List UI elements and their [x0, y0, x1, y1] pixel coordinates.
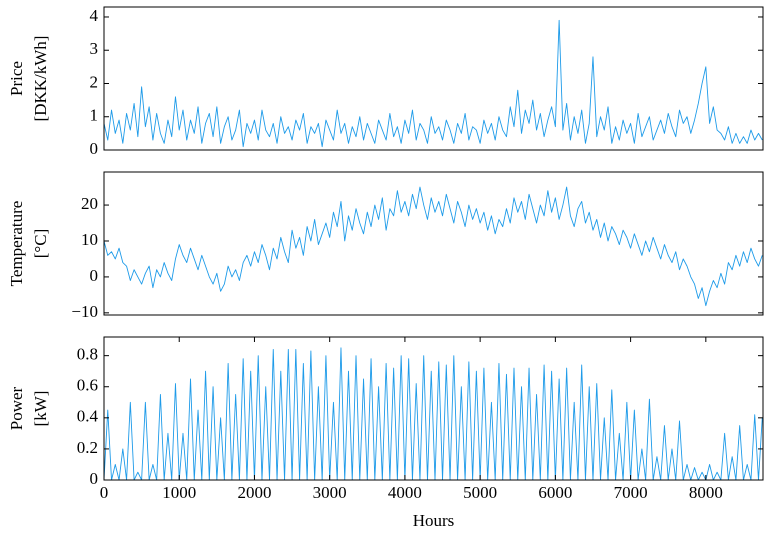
- y-tick-label: 0: [90, 469, 99, 488]
- x-tick-label: 2000: [237, 483, 271, 502]
- x-tick-label: 8000: [689, 483, 723, 502]
- plot-frame: [103, 336, 764, 481]
- x-tick-label: 6000: [538, 483, 572, 502]
- x-tick-label: 5000: [463, 483, 497, 502]
- y-tick-label: 0.2: [77, 438, 98, 457]
- x-tick-label: 7000: [614, 483, 648, 502]
- y-tick-label: 20: [81, 194, 98, 213]
- x-tick-label: 4000: [388, 483, 422, 502]
- y-axis-label: Price: [7, 61, 26, 96]
- data-line: [103, 347, 763, 481]
- plot-frame: [103, 6, 764, 151]
- y-axis-label: Power: [7, 386, 26, 430]
- y-tick-label: 0.6: [77, 376, 98, 395]
- plot-frame: [103, 171, 764, 316]
- y-axis-label: [°C]: [31, 229, 50, 258]
- x-tick-label: 1000: [162, 483, 196, 502]
- y-tick-label: −10: [71, 302, 98, 321]
- y-tick-label: 10: [81, 230, 98, 249]
- y-axis-label: Temperature: [7, 201, 26, 287]
- x-tick-label: 3000: [313, 483, 347, 502]
- y-tick-label: 4: [90, 6, 99, 25]
- y-tick-label: 1: [90, 106, 99, 125]
- y-tick-label: 0.8: [77, 345, 98, 364]
- y-axis-label: [kW]: [31, 391, 50, 427]
- y-axis-label: [DKK/kWh]: [31, 36, 50, 122]
- y-tick-label: 0.4: [77, 407, 99, 426]
- x-tick-label: 0: [100, 483, 109, 502]
- y-tick-label: 0: [90, 266, 99, 285]
- data-line: [103, 19, 763, 148]
- y-tick-label: 0: [90, 139, 99, 158]
- y-tick-label: 2: [90, 72, 99, 91]
- x-axis-label: Hours: [413, 511, 455, 530]
- y-tick-label: 3: [90, 39, 99, 58]
- data-line: [103, 186, 763, 307]
